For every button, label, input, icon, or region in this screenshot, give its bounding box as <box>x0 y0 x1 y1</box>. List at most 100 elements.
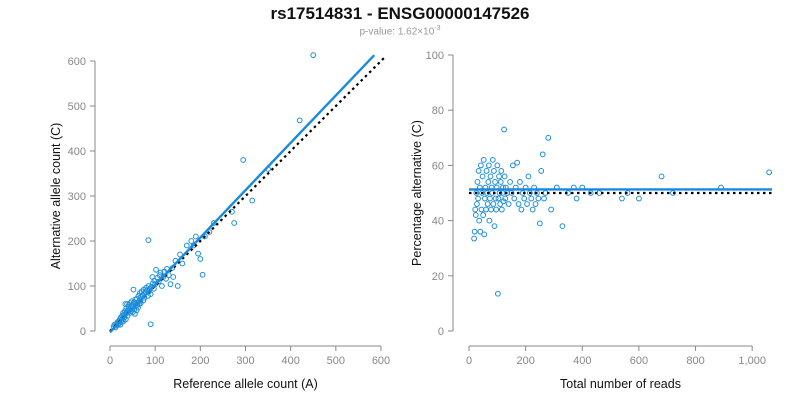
data-point <box>192 233 199 240</box>
data-point <box>475 168 482 174</box>
data-point <box>480 156 487 163</box>
data-point <box>122 301 129 307</box>
data-point <box>159 283 165 289</box>
y-tick-label: 600 <box>68 56 86 68</box>
y-tick-label: 200 <box>68 236 86 248</box>
data-point <box>471 235 477 242</box>
data-point <box>130 286 137 293</box>
data-point <box>485 179 492 185</box>
fit-line <box>109 54 376 334</box>
data-point <box>507 179 513 185</box>
data-point <box>498 168 505 174</box>
data-point <box>658 173 665 180</box>
data-point <box>490 201 497 207</box>
data-point <box>495 195 502 202</box>
data-point <box>472 206 479 213</box>
data-point <box>559 223 566 230</box>
data-point <box>170 274 177 280</box>
data-point <box>545 134 552 141</box>
y-tick-label: 60 <box>432 160 444 172</box>
data-point <box>497 179 504 185</box>
data-point <box>487 173 494 180</box>
x-axis-title: Reference allele count (A) <box>173 377 318 391</box>
data-point <box>539 151 546 158</box>
data-point <box>528 195 535 202</box>
x-axis-title: Total number of reads <box>560 377 681 391</box>
data-point <box>489 156 496 163</box>
data-point <box>183 242 190 249</box>
y-tick-label: 500 <box>68 101 86 113</box>
data-point <box>492 179 498 185</box>
data-point <box>474 201 480 207</box>
data-point <box>487 195 493 202</box>
y-tick-label: 300 <box>68 191 86 203</box>
data-point <box>518 206 525 213</box>
data-point <box>517 179 523 185</box>
data-point <box>481 195 488 202</box>
y-tick-label: 20 <box>432 271 444 283</box>
data-point <box>471 228 478 235</box>
p-value-text: p-value: 1.62×10 <box>359 26 435 38</box>
reference-line <box>109 55 387 332</box>
data-point <box>532 201 539 207</box>
chart-subtitle: p-value: 1.62×10-3 <box>0 25 800 37</box>
data-point <box>548 206 555 213</box>
data-point <box>524 201 530 207</box>
data-point <box>486 217 493 224</box>
data-point <box>491 223 498 230</box>
y-tick-label: 100 <box>426 50 444 62</box>
data-point <box>199 271 206 278</box>
data-point <box>494 162 501 169</box>
data-point <box>477 162 484 169</box>
data-point <box>488 206 494 213</box>
data-point <box>492 195 499 202</box>
data-point <box>157 269 164 276</box>
data-point <box>476 217 483 224</box>
y-tick-label: 0 <box>438 326 444 338</box>
data-point <box>541 195 547 202</box>
data-point <box>296 117 303 124</box>
data-point <box>147 321 154 328</box>
x-tick-label: 200 <box>516 355 534 367</box>
data-point <box>494 290 501 297</box>
chart-title: rs17514831 - ENSG00000147526 <box>270 4 530 23</box>
y-tick-label: 40 <box>432 216 444 228</box>
data-point <box>153 266 159 273</box>
data-point <box>310 52 317 59</box>
x-tick-label: 800 <box>686 355 704 367</box>
data-point <box>231 220 238 226</box>
data-point <box>501 126 508 133</box>
data-point <box>472 212 479 218</box>
data-point <box>497 201 504 207</box>
y-axis-title: Alternative allele count (C) <box>49 123 63 270</box>
x-tick-label: 0 <box>466 355 472 367</box>
data-point <box>636 195 642 202</box>
x-tick-label: 1,000 <box>738 355 766 367</box>
data-point <box>536 220 543 227</box>
data-point <box>249 197 256 204</box>
data-point <box>511 195 518 202</box>
data-point <box>766 169 773 176</box>
data-point <box>479 173 486 180</box>
data-point <box>525 173 532 180</box>
data-point <box>240 157 247 163</box>
data-point <box>596 190 603 196</box>
data-point <box>483 168 490 174</box>
data-point <box>491 168 497 174</box>
y-tick-label: 0 <box>80 326 86 338</box>
x-tick-label: 600 <box>630 355 648 367</box>
data-point <box>484 201 491 207</box>
x-tick-label: 200 <box>191 355 209 367</box>
data-point <box>496 173 502 180</box>
y-tick-label: 100 <box>68 281 86 293</box>
data-point <box>505 201 512 207</box>
y-axis-title: Percentage alternative (C) <box>410 120 424 266</box>
data-point <box>502 195 509 202</box>
data-point <box>529 206 536 213</box>
y-tick-label: 400 <box>68 146 86 158</box>
data-point <box>535 195 542 202</box>
data-point <box>514 159 521 166</box>
data-point <box>573 195 580 202</box>
x-tick-label: 300 <box>236 355 254 367</box>
